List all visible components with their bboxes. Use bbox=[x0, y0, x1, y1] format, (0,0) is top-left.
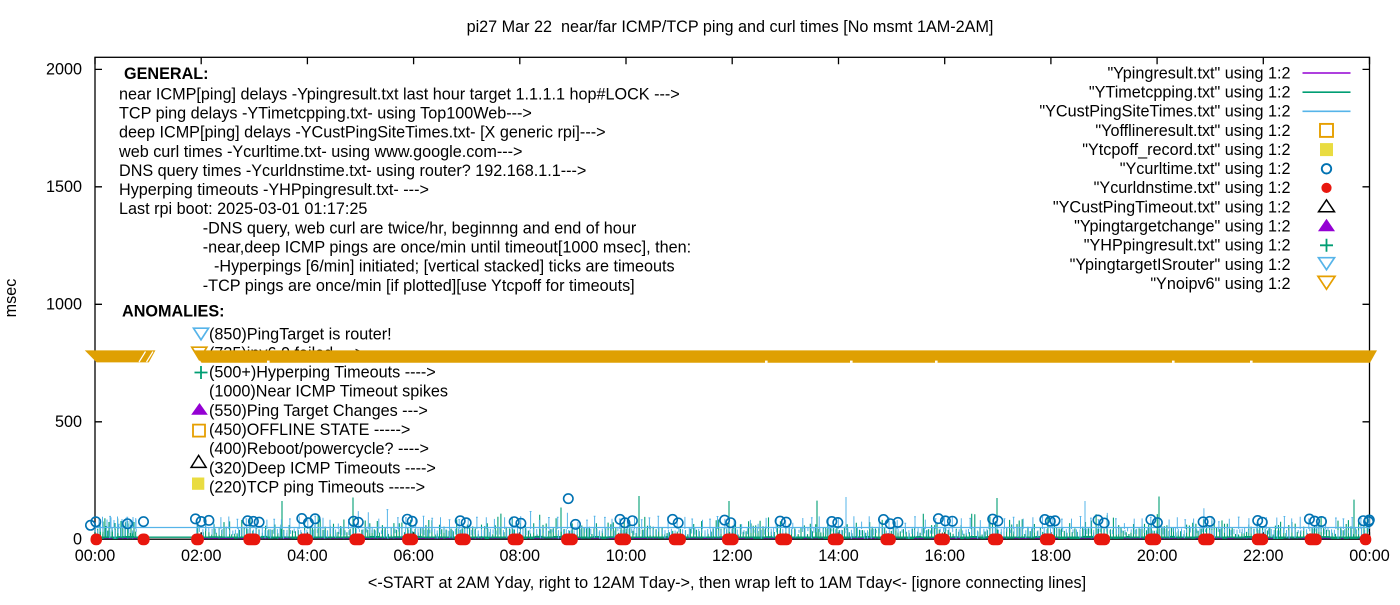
svg-text:Last rpi boot: 2025-03-01 01:1: Last rpi boot: 2025-03-01 01:17:25 bbox=[119, 200, 367, 218]
svg-text:msec: msec bbox=[2, 279, 20, 318]
svg-text:(550)Ping Target Changes --->: (550)Ping Target Changes ---> bbox=[209, 402, 428, 420]
svg-text:1000: 1000 bbox=[46, 296, 82, 314]
svg-text:(320)Deep ICMP Timeouts ---->: (320)Deep ICMP Timeouts ----> bbox=[209, 459, 436, 477]
svg-text:18:00: 18:00 bbox=[1031, 547, 1072, 565]
svg-text:22:00: 22:00 bbox=[1243, 547, 1284, 565]
svg-text:1500: 1500 bbox=[46, 178, 82, 196]
svg-text:08:00: 08:00 bbox=[500, 547, 541, 565]
svg-text:"Ycurldnstime.txt" using 1:2: "Ycurldnstime.txt" using 1:2 bbox=[1094, 179, 1291, 197]
svg-text:10:00: 10:00 bbox=[606, 547, 647, 565]
svg-text:"YCustPingSiteTimes.txt" using: "YCustPingSiteTimes.txt" using 1:2 bbox=[1039, 103, 1290, 121]
svg-text:"Ytcpoff_record.txt" using 1:2: "Ytcpoff_record.txt" using 1:2 bbox=[1082, 141, 1290, 159]
svg-text:"YCustPingTimeout.txt" using 1: "YCustPingTimeout.txt" using 1:2 bbox=[1053, 198, 1291, 216]
svg-text:"Ycurltime.txt" using 1:2: "Ycurltime.txt" using 1:2 bbox=[1120, 160, 1291, 178]
svg-text:TCP ping delays -YTimetcpping.: TCP ping delays -YTimetcpping.txt- using… bbox=[119, 104, 532, 122]
svg-text:14:00: 14:00 bbox=[818, 547, 859, 565]
svg-text:"Ynoipv6" using 1:2: "Ynoipv6" using 1:2 bbox=[1150, 275, 1290, 293]
svg-text:00:00: 00:00 bbox=[75, 547, 116, 565]
svg-text:ANOMALIES:: ANOMALIES: bbox=[122, 302, 225, 320]
svg-text:00:00: 00:00 bbox=[1349, 547, 1390, 565]
svg-text:2000: 2000 bbox=[46, 61, 82, 79]
svg-text:Hyperping timeouts -YHPpingres: Hyperping timeouts -YHPpingresult.txt- -… bbox=[119, 181, 429, 199]
svg-text:DNS query times -Ycurldnstime.: DNS query times -Ycurldnstime.txt- using… bbox=[119, 162, 586, 180]
svg-text:12:00: 12:00 bbox=[712, 547, 753, 565]
svg-text:GENERAL:: GENERAL: bbox=[124, 65, 209, 83]
svg-text:(450)OFFLINE STATE ----->: (450)OFFLINE STATE -----> bbox=[209, 421, 410, 439]
svg-text:"Yofflineresult.txt" using 1:2: "Yofflineresult.txt" using 1:2 bbox=[1095, 122, 1290, 140]
svg-text:(500+)Hyperping Timeouts ---->: (500+)Hyperping Timeouts ----> bbox=[209, 364, 436, 382]
svg-text:(220)TCP ping Timeouts ----->: (220)TCP ping Timeouts -----> bbox=[209, 479, 425, 497]
svg-text:(850)PingTarget is router!: (850)PingTarget is router! bbox=[209, 325, 392, 343]
svg-text:20:00: 20:00 bbox=[1137, 547, 1178, 565]
svg-text:(1000)Near ICMP Timeout spikes: (1000)Near ICMP Timeout spikes bbox=[209, 383, 448, 401]
svg-text:"YTimetcpping.txt" using 1:2: "YTimetcpping.txt" using 1:2 bbox=[1089, 84, 1291, 102]
svg-text:near ICMP[ping] delays -Ypingr: near ICMP[ping] delays -Ypingresult.txt … bbox=[119, 85, 680, 103]
svg-text:16:00: 16:00 bbox=[924, 547, 965, 565]
svg-text:"Ypingtargetchange" using 1:2: "Ypingtargetchange" using 1:2 bbox=[1074, 218, 1290, 236]
svg-text:04:00: 04:00 bbox=[287, 547, 328, 565]
svg-text:06:00: 06:00 bbox=[393, 547, 434, 565]
svg-text:deep ICMP[ping] delays -YCustP: deep ICMP[ping] delays -YCustPingSiteTim… bbox=[119, 124, 606, 142]
svg-text:-TCP pings are once/min [if pl: -TCP pings are once/min [if plotted][use… bbox=[203, 277, 635, 295]
svg-text:web curl times -Ycurltime.txt-: web curl times -Ycurltime.txt- using www… bbox=[118, 143, 522, 161]
svg-text:"Ypingresult.txt" using 1:2: "Ypingresult.txt" using 1:2 bbox=[1107, 64, 1290, 82]
svg-text:0: 0 bbox=[73, 531, 82, 549]
svg-text:"YHPpingresult.txt" using 1:2: "YHPpingresult.txt" using 1:2 bbox=[1084, 237, 1291, 255]
svg-text:<-START at 2AM Yday, right to: <-START at 2AM Yday, right to 12AM Tday-… bbox=[368, 574, 1086, 592]
svg-text:pi27 Mar 22 near/far ICMP/TCP: pi27 Mar 22 near/far ICMP/TCP ping and c… bbox=[467, 18, 994, 36]
svg-text:-Hyperpings [6/min] initiated;: -Hyperpings [6/min] initiated; [vertical… bbox=[214, 258, 675, 276]
svg-text:500: 500 bbox=[55, 413, 82, 431]
svg-text:02:00: 02:00 bbox=[181, 547, 222, 565]
svg-text:"YpingtargetISrouter" using 1:: "YpingtargetISrouter" using 1:2 bbox=[1070, 256, 1291, 274]
svg-text:-DNS query, web curl are twice: -DNS query, web curl are twice/hr, begin… bbox=[203, 219, 637, 237]
svg-text:(400)Reboot/powercycle? ---->: (400)Reboot/powercycle? ----> bbox=[209, 440, 429, 458]
svg-text:-near,deep ICMP pings are once: -near,deep ICMP pings are once/min until… bbox=[203, 239, 691, 257]
